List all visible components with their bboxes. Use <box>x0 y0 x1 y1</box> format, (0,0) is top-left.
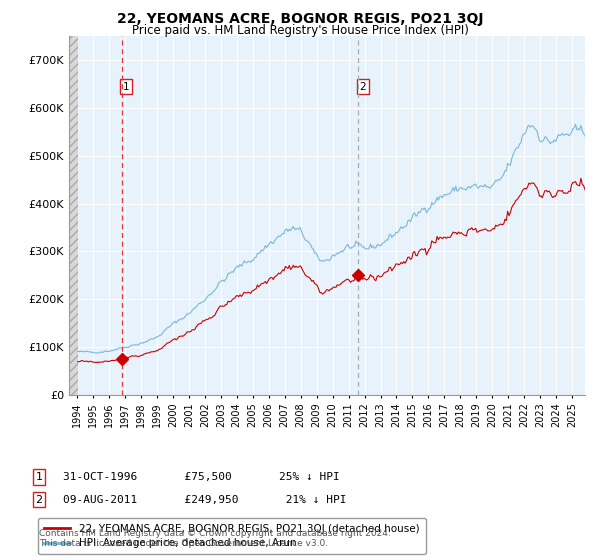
Text: 09-AUG-2011       £249,950       21% ↓ HPI: 09-AUG-2011 £249,950 21% ↓ HPI <box>63 494 347 505</box>
Text: This data is licensed under the Open Government Licence v3.0.: This data is licensed under the Open Gov… <box>39 539 328 548</box>
Text: 2: 2 <box>360 82 367 92</box>
Text: 22, YEOMANS ACRE, BOGNOR REGIS, PO21 3QJ: 22, YEOMANS ACRE, BOGNOR REGIS, PO21 3QJ <box>117 12 483 26</box>
Legend: 22, YEOMANS ACRE, BOGNOR REGIS, PO21 3QJ (detached house), HPI: Average price, d: 22, YEOMANS ACRE, BOGNOR REGIS, PO21 3QJ… <box>38 518 425 554</box>
Text: 1: 1 <box>35 472 43 482</box>
Text: 1: 1 <box>123 82 130 92</box>
Text: 2: 2 <box>35 494 43 505</box>
Bar <box>69 36 77 395</box>
Text: Contains HM Land Registry data © Crown copyright and database right 2024.: Contains HM Land Registry data © Crown c… <box>39 529 391 538</box>
Text: Price paid vs. HM Land Registry's House Price Index (HPI): Price paid vs. HM Land Registry's House … <box>131 24 469 37</box>
Text: 31-OCT-1996       £75,500       25% ↓ HPI: 31-OCT-1996 £75,500 25% ↓ HPI <box>63 472 340 482</box>
